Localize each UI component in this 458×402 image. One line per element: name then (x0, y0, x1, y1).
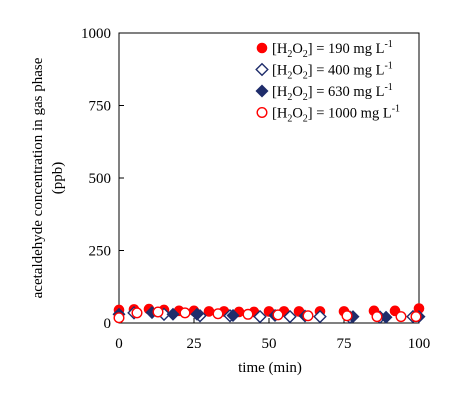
data-point (341, 310, 353, 322)
y-tick-label: 500 (89, 171, 112, 187)
legend-entry: [H2O2] = 1000 mg L-1 (256, 104, 400, 125)
data-point (190, 307, 204, 321)
legend-entry: [H2O2] = 190 mg L-1 (256, 39, 393, 60)
x-tick-label: 100 (408, 336, 431, 352)
data-point (113, 312, 125, 324)
data-point (253, 309, 267, 324)
legend-label: [H2O2] = 190 mg L-1 (272, 39, 393, 60)
data-marks (112, 303, 426, 324)
x-tick-label: 50 (262, 336, 277, 352)
data-point (131, 307, 143, 319)
legend-label: [H2O2] = 400 mg L-1 (272, 61, 393, 82)
data-point (226, 308, 240, 322)
legend-marker (255, 62, 269, 77)
legend-label: [H2O2] = 630 mg L-1 (272, 82, 393, 103)
legend: [H2O2] = 190 mg L-1[H2O2] = 400 mg L-1[H… (255, 39, 400, 125)
data-point (371, 311, 383, 323)
y-axis-label-line2: (ppb) (50, 162, 66, 195)
y-tick-label: 750 (89, 99, 112, 115)
y-axis-label-group: acetaldehyde concentration in gas phase … (30, 57, 66, 298)
legend-entry: [H2O2] = 400 mg L-1 (255, 61, 393, 82)
x-axis-label: time (min) (238, 360, 302, 376)
data-point (179, 307, 191, 319)
legend-label: [H2O2] = 1000 mg L-1 (272, 104, 400, 125)
data-point (242, 308, 254, 320)
x-tick-label: 25 (187, 336, 202, 352)
data-point (283, 309, 297, 324)
data-point (166, 307, 180, 321)
data-point (410, 311, 422, 323)
data-point (313, 309, 327, 324)
data-point (395, 311, 407, 323)
data-point (272, 309, 284, 321)
y-axis-label-line1: acetaldehyde concentration in gas phase (30, 57, 46, 298)
legend-marker (255, 84, 269, 98)
y-tick-label: 0 (104, 316, 112, 332)
legend-entry: [H2O2] = 630 mg L-1 (255, 82, 393, 103)
data-point (302, 310, 314, 322)
series-3 (113, 306, 422, 324)
x-tick-label: 0 (115, 336, 123, 352)
y-tick-label: 1000 (81, 26, 111, 42)
legend-marker (256, 42, 268, 54)
data-point (212, 308, 224, 320)
legend-marker (256, 106, 268, 118)
x-tick-label: 75 (337, 336, 352, 352)
y-tick-labels: 0 250 500 750 1000 (81, 26, 111, 332)
y-tick-label: 250 (89, 244, 112, 260)
data-point (152, 306, 164, 318)
x-tick-labels: 0 25 50 75 100 (115, 336, 430, 352)
